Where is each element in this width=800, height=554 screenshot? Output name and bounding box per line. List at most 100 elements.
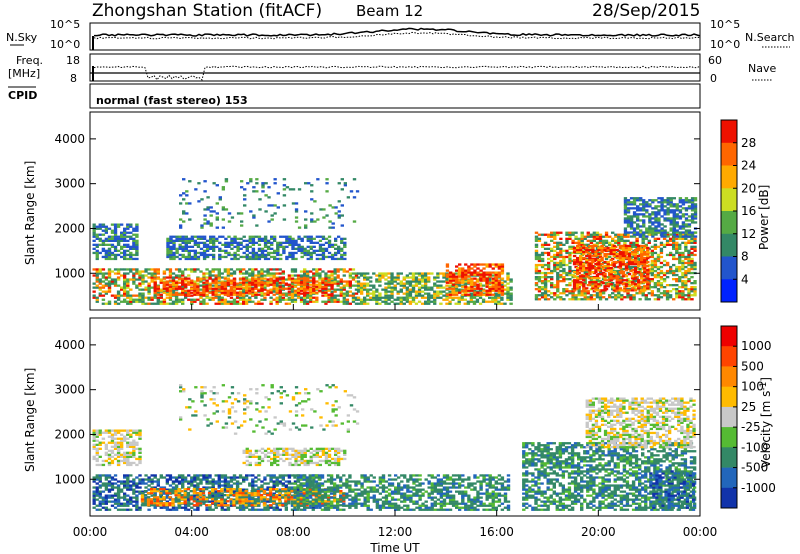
power-cell: [497, 296, 501, 299]
power-cell: [159, 293, 163, 296]
power-cell: [556, 265, 560, 269]
power-cell: [306, 291, 310, 294]
power-cell: [193, 235, 197, 238]
power-cell: [650, 267, 654, 271]
power-cell: [266, 289, 270, 292]
power-cell: [223, 283, 228, 286]
velocity-cell: [135, 494, 139, 497]
power-cell: [299, 292, 304, 295]
power-cell: [211, 291, 215, 294]
power-cell: [623, 233, 628, 236]
power-cell: [629, 203, 634, 206]
power-cell: [174, 293, 179, 296]
power-cell: [369, 288, 373, 291]
power-cell: [162, 302, 167, 305]
power-cell: [138, 298, 142, 301]
power-cell: [221, 186, 225, 189]
power-cell: [205, 285, 209, 288]
power-cell: [203, 190, 207, 193]
power-cell: [339, 292, 343, 295]
power-cell: [334, 212, 338, 215]
power-cell: [209, 253, 213, 257]
power-cell: [138, 276, 142, 279]
power-cell: [101, 223, 106, 226]
velocity-cell: [141, 490, 145, 493]
power-cell: [675, 205, 679, 208]
power-cell: [354, 272, 359, 275]
power-cell: [488, 275, 492, 278]
power-cell: [550, 255, 554, 259]
power-cell: [369, 298, 373, 301]
power-cell: [184, 279, 188, 282]
power-cell: [681, 259, 685, 263]
power-cell: [291, 188, 296, 191]
power-cell: [101, 243, 106, 246]
power-cell: [281, 287, 285, 290]
power-cell: [646, 248, 650, 252]
power-cell: [457, 296, 461, 299]
power-cell: [260, 247, 265, 250]
power-cell: [153, 274, 157, 277]
power-cell: [675, 223, 679, 226]
power-cell: [687, 215, 692, 218]
power-cell: [193, 249, 197, 252]
power-cell: [196, 282, 200, 285]
velocity-cell: [132, 504, 136, 507]
power-cell: [681, 298, 685, 301]
power-cell: [665, 263, 670, 267]
power-cell: [263, 277, 267, 280]
power-cell: [497, 294, 501, 297]
power-cell: [609, 279, 613, 282]
power-cell: [135, 270, 139, 273]
power-cell: [209, 214, 213, 217]
power-cell: [600, 248, 604, 252]
power-ylabel: Slant Range [km]: [23, 161, 37, 265]
velocity-cell: [196, 508, 200, 511]
power-cell: [657, 197, 661, 200]
power-cell: [620, 233, 624, 236]
power-cell: [275, 277, 279, 280]
power-cell: [287, 283, 292, 286]
power-cell: [110, 243, 115, 246]
velocity-cell: [196, 494, 200, 497]
power-cell: [324, 272, 328, 275]
power-cell: [654, 205, 658, 208]
power-cell: [647, 239, 651, 242]
power-cell: [184, 249, 188, 252]
power-cell: [126, 290, 130, 293]
power-cell: [455, 293, 459, 296]
power-cell: [574, 235, 578, 238]
power-cell: [205, 302, 209, 305]
velocity-cell: [147, 478, 151, 481]
power-cell: [572, 263, 577, 266]
power-cell: [153, 294, 157, 297]
power-cell: [640, 275, 644, 278]
power-cell: [223, 293, 228, 296]
power-cell: [162, 287, 167, 290]
power-cell: [211, 284, 215, 287]
power-cell: [466, 300, 471, 303]
power-cell: [481, 284, 486, 287]
power-cell: [95, 274, 99, 277]
power-cell: [272, 276, 276, 279]
power-cell: [229, 268, 234, 271]
power-cell: [681, 261, 685, 265]
power-cell: [576, 260, 580, 264]
power-cell: [473, 283, 477, 286]
power-cell: [442, 274, 446, 277]
power-cell: [543, 267, 548, 271]
power-cell: [620, 235, 624, 238]
power-cell: [614, 273, 618, 277]
power-cell: [296, 293, 301, 296]
power-cell: [279, 257, 283, 261]
velocity-cell: [174, 508, 179, 511]
power-cell: [550, 292, 554, 295]
velocity-cell: [104, 494, 108, 497]
velocity-cell: [104, 498, 108, 501]
power-cell: [123, 290, 127, 293]
power-cell: [650, 253, 654, 257]
power-cell: [232, 285, 237, 288]
velocity-cell: [92, 494, 96, 497]
power-cell: [693, 247, 697, 250]
power-cell: [408, 284, 413, 287]
